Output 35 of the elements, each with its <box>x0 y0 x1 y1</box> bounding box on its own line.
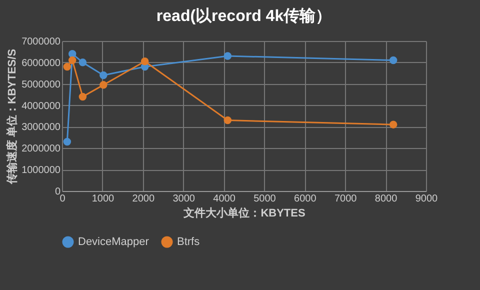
x-tick-label: 7000 <box>334 194 358 204</box>
point <box>389 120 398 128</box>
x-tick-label: 9000 <box>415 194 438 204</box>
legend-label: Btrfs <box>177 236 200 248</box>
point <box>389 56 398 64</box>
point <box>100 71 108 80</box>
y-tick-label: 0 <box>54 186 61 198</box>
point <box>140 57 149 66</box>
x-tick-label: 2000 <box>132 194 155 204</box>
y-tick-label: 7000000 <box>22 36 61 48</box>
point <box>100 81 108 89</box>
x-tick-label: 5000 <box>254 194 276 204</box>
legend-label: DeviceMapper <box>78 236 150 248</box>
chart-title: read(以record 4k传输） <box>156 7 332 25</box>
y-tick-label: 2000000 <box>22 144 61 155</box>
y-tick-label: 4000000 <box>22 100 61 112</box>
point <box>63 62 72 71</box>
point <box>63 138 72 146</box>
x-axis-title: 文件大小单位：KBYTES <box>182 206 306 220</box>
point <box>78 58 87 66</box>
point <box>78 92 87 101</box>
point <box>68 56 76 64</box>
point <box>224 52 232 60</box>
x-tick-label: 8000 <box>374 194 398 204</box>
y-tick-label: 5000000 <box>22 79 61 90</box>
y-tick-label: 6000000 <box>22 58 61 69</box>
x-tick-label: 1000 <box>92 194 115 204</box>
y-tick-label: 1000000 <box>22 165 61 176</box>
x-tick-label: 3000 <box>172 194 196 204</box>
y-axis-title: 传输速度 单位：KBYTES/S <box>6 48 19 186</box>
point <box>224 116 232 124</box>
x-tick-label: 6000 <box>294 194 317 204</box>
x-tick-label: 4000 <box>213 194 236 204</box>
y-tick-label: 3000000 <box>22 122 61 134</box>
point <box>68 50 76 58</box>
